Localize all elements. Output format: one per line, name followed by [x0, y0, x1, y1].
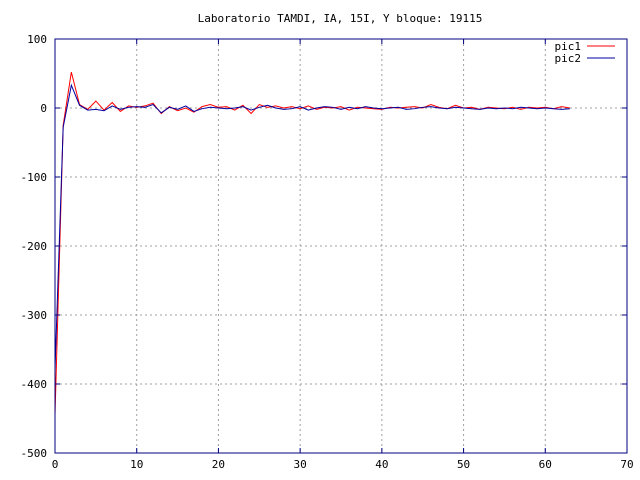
y-tick-label: -100	[21, 171, 48, 184]
y-tick-label: -200	[21, 240, 48, 253]
x-tick-label: 40	[375, 458, 388, 471]
x-tick-label: 0	[52, 458, 59, 471]
x-tick-label: 50	[457, 458, 470, 471]
y-tick-label: -300	[21, 309, 48, 322]
series-line-pic2	[54, 83, 570, 371]
grid	[55, 39, 627, 453]
x-tick-label: 60	[539, 458, 552, 471]
legend-label-pic1: pic1	[555, 40, 582, 53]
x-tick-label: 70	[620, 458, 633, 471]
legend-label-pic2: pic2	[555, 52, 582, 65]
y-tick-label: 0	[40, 102, 47, 115]
y-tick-label: 100	[27, 33, 47, 46]
series-line-pic1	[54, 71, 570, 416]
x-tick-label: 10	[130, 458, 143, 471]
series-lines	[54, 71, 570, 416]
y-tick-label: -500	[21, 447, 48, 460]
x-tick-label: 20	[212, 458, 225, 471]
y-tick-label: -400	[21, 378, 48, 391]
chart-title: Laboratorio TAMDI, IA, 15I, Y bloque: 19…	[198, 12, 483, 25]
axis-ticks: 0 10 20 30 40 50 60 70 -500 -400 -300 -200 -100 0 100	[21, 33, 634, 471]
x-tick-label: 30	[294, 458, 307, 471]
